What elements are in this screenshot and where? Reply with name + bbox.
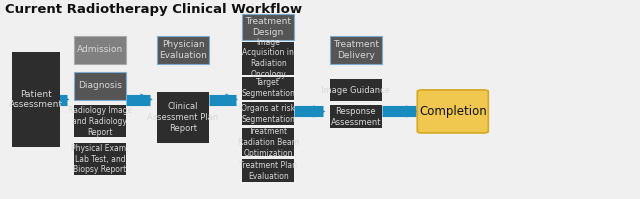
Bar bbox=[74, 72, 126, 100]
Text: Organs at risk
Segmentation: Organs at risk Segmentation bbox=[241, 104, 295, 124]
Text: Response
Assessment: Response Assessment bbox=[331, 107, 381, 127]
Text: Clinical
Assessment Plan
Report: Clinical Assessment Plan Report bbox=[147, 102, 219, 133]
Bar bbox=[330, 79, 382, 101]
Text: Treatment
Delivery: Treatment Delivery bbox=[333, 40, 379, 60]
Bar bbox=[157, 92, 209, 143]
Text: Image Guidance: Image Guidance bbox=[321, 86, 390, 95]
Bar bbox=[242, 128, 294, 156]
Bar bbox=[12, 52, 60, 147]
Bar bbox=[242, 159, 294, 182]
Text: Physical Exam,
Lab Test, and
Biopsy Report: Physical Exam, Lab Test, and Biopsy Repo… bbox=[71, 144, 129, 175]
Text: Image
Acquisition in
Radiation
Oncology: Image Acquisition in Radiation Oncology bbox=[242, 38, 294, 79]
Bar bbox=[242, 42, 294, 75]
Bar bbox=[330, 105, 382, 128]
Bar bbox=[242, 77, 294, 100]
Text: Treatment Plan
Evaluation: Treatment Plan Evaluation bbox=[239, 161, 297, 180]
Bar bbox=[157, 36, 209, 64]
Text: Current Radiotherapy Clinical Workflow: Current Radiotherapy Clinical Workflow bbox=[5, 3, 302, 16]
Bar bbox=[74, 143, 126, 175]
Bar bbox=[74, 105, 126, 137]
Text: Physician
Evaluation: Physician Evaluation bbox=[159, 40, 207, 60]
Text: Patient
Assessment: Patient Assessment bbox=[8, 90, 63, 109]
Text: Treatment
Design: Treatment Design bbox=[245, 17, 291, 37]
Text: Admission: Admission bbox=[77, 45, 123, 54]
Text: Radiology Image
and Radiology
Report: Radiology Image and Radiology Report bbox=[68, 106, 132, 137]
FancyBboxPatch shape bbox=[417, 90, 488, 133]
Bar bbox=[330, 36, 382, 64]
Text: Completion: Completion bbox=[419, 105, 486, 118]
Bar bbox=[74, 36, 126, 64]
Bar bbox=[242, 102, 294, 125]
Text: Treatment
Radiation Beam
Optimization: Treatment Radiation Beam Optimization bbox=[237, 127, 299, 158]
Text: Target
Segmentation: Target Segmentation bbox=[241, 78, 295, 98]
Bar bbox=[242, 14, 294, 40]
Text: Diagnosis: Diagnosis bbox=[78, 81, 122, 90]
